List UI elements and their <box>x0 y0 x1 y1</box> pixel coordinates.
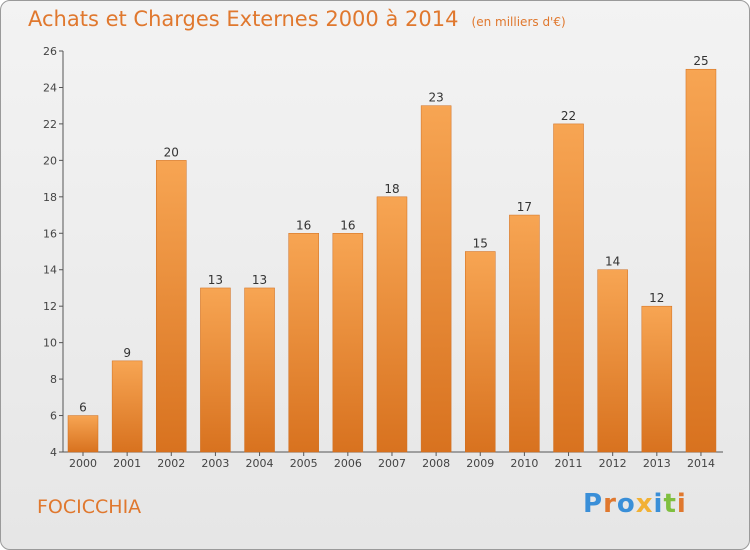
y-tick-label: 16 <box>43 227 57 240</box>
bar-value-label: 16 <box>296 218 311 232</box>
logo-letter: i <box>653 489 664 519</box>
bar-value-label: 17 <box>517 200 532 214</box>
bar-value-label: 25 <box>693 54 708 68</box>
title-row: Achats et Charges Externes 2000 à 2014 (… <box>28 7 566 31</box>
bar-value-label: 6 <box>79 401 87 415</box>
y-tick-label: 22 <box>43 118 57 131</box>
x-tick-label: 2012 <box>599 457 627 470</box>
bars <box>67 68 717 453</box>
bar <box>420 105 452 453</box>
bar-value-label: 9 <box>123 346 131 360</box>
y-tick-label: 24 <box>43 81 57 94</box>
bar-value-label: 16 <box>340 218 355 232</box>
bar <box>465 251 496 453</box>
x-tick-label: 2009 <box>466 457 494 470</box>
y-tick-label: 4 <box>50 446 57 459</box>
chart-title: Achats et Charges Externes 2000 à 2014 <box>28 7 459 31</box>
logo-letter: x <box>635 489 654 519</box>
bar <box>509 214 540 453</box>
bar-value-label: 13 <box>252 273 267 287</box>
bar <box>553 123 584 453</box>
y-tick-label: 12 <box>43 300 57 313</box>
bar <box>641 305 673 453</box>
bar <box>332 233 364 453</box>
proxiti-logo: Proxiti <box>583 489 687 519</box>
bar <box>156 160 187 453</box>
bar-value-label: 20 <box>164 145 179 159</box>
y-tick-label: 8 <box>50 373 57 386</box>
bar-value-label: 15 <box>473 237 488 251</box>
bar-value-label: 22 <box>561 109 576 123</box>
bar <box>111 360 143 453</box>
bar <box>597 269 628 453</box>
logo-letter: r <box>603 489 617 519</box>
x-tick-label: 2007 <box>378 457 406 470</box>
bar <box>685 68 717 453</box>
commune-name: FOCICCHIA <box>37 496 142 518</box>
axes: 4 6 8 10 12 14 16 18 20 22 24 26 2000 2001 2002 2003 200… <box>43 45 723 470</box>
x-tick-label: 2001 <box>113 457 141 470</box>
y-tick-label: 10 <box>43 337 57 350</box>
y-tick-label: 14 <box>43 264 57 277</box>
y-tick-label: 20 <box>43 154 57 167</box>
bar-value-label: 14 <box>605 255 620 269</box>
x-tick-label: 2002 <box>157 457 185 470</box>
bar <box>288 233 319 453</box>
logo-letter: P <box>583 489 604 519</box>
x-tick-label: 2008 <box>422 457 450 470</box>
bar-value-label: 13 <box>208 273 223 287</box>
logo-letter: t <box>663 489 677 519</box>
x-tick-label: 2005 <box>290 457 318 470</box>
x-tick-label: 2010 <box>510 457 538 470</box>
logo-letter: i <box>676 489 687 519</box>
bar <box>67 415 99 453</box>
bar-value-label: 18 <box>384 182 399 196</box>
x-tick-label: 2003 <box>201 457 229 470</box>
y-tick-label: 6 <box>50 410 57 423</box>
bar <box>244 287 275 453</box>
y-tick-label: 18 <box>43 191 57 204</box>
x-tick-label: 2000 <box>69 457 97 470</box>
x-tick-label: 2004 <box>246 457 274 470</box>
x-tick-label: 2011 <box>555 457 583 470</box>
x-tick-label: 2006 <box>334 457 362 470</box>
y-tick-label: 26 <box>43 45 57 58</box>
data-labels: 6 9 20 13 13 16 16 18 23 15 17 22 14 12 25 <box>79 54 708 414</box>
bar <box>376 196 408 453</box>
x-tick-label: 2013 <box>643 457 671 470</box>
bar <box>200 287 231 453</box>
bar-value-label: 12 <box>649 291 664 305</box>
logo-letter: o <box>616 489 636 519</box>
bar-value-label: 23 <box>428 91 443 105</box>
x-tick-label: 2014 <box>687 457 715 470</box>
chart-subtitle: (en milliers d'€) <box>471 15 566 29</box>
